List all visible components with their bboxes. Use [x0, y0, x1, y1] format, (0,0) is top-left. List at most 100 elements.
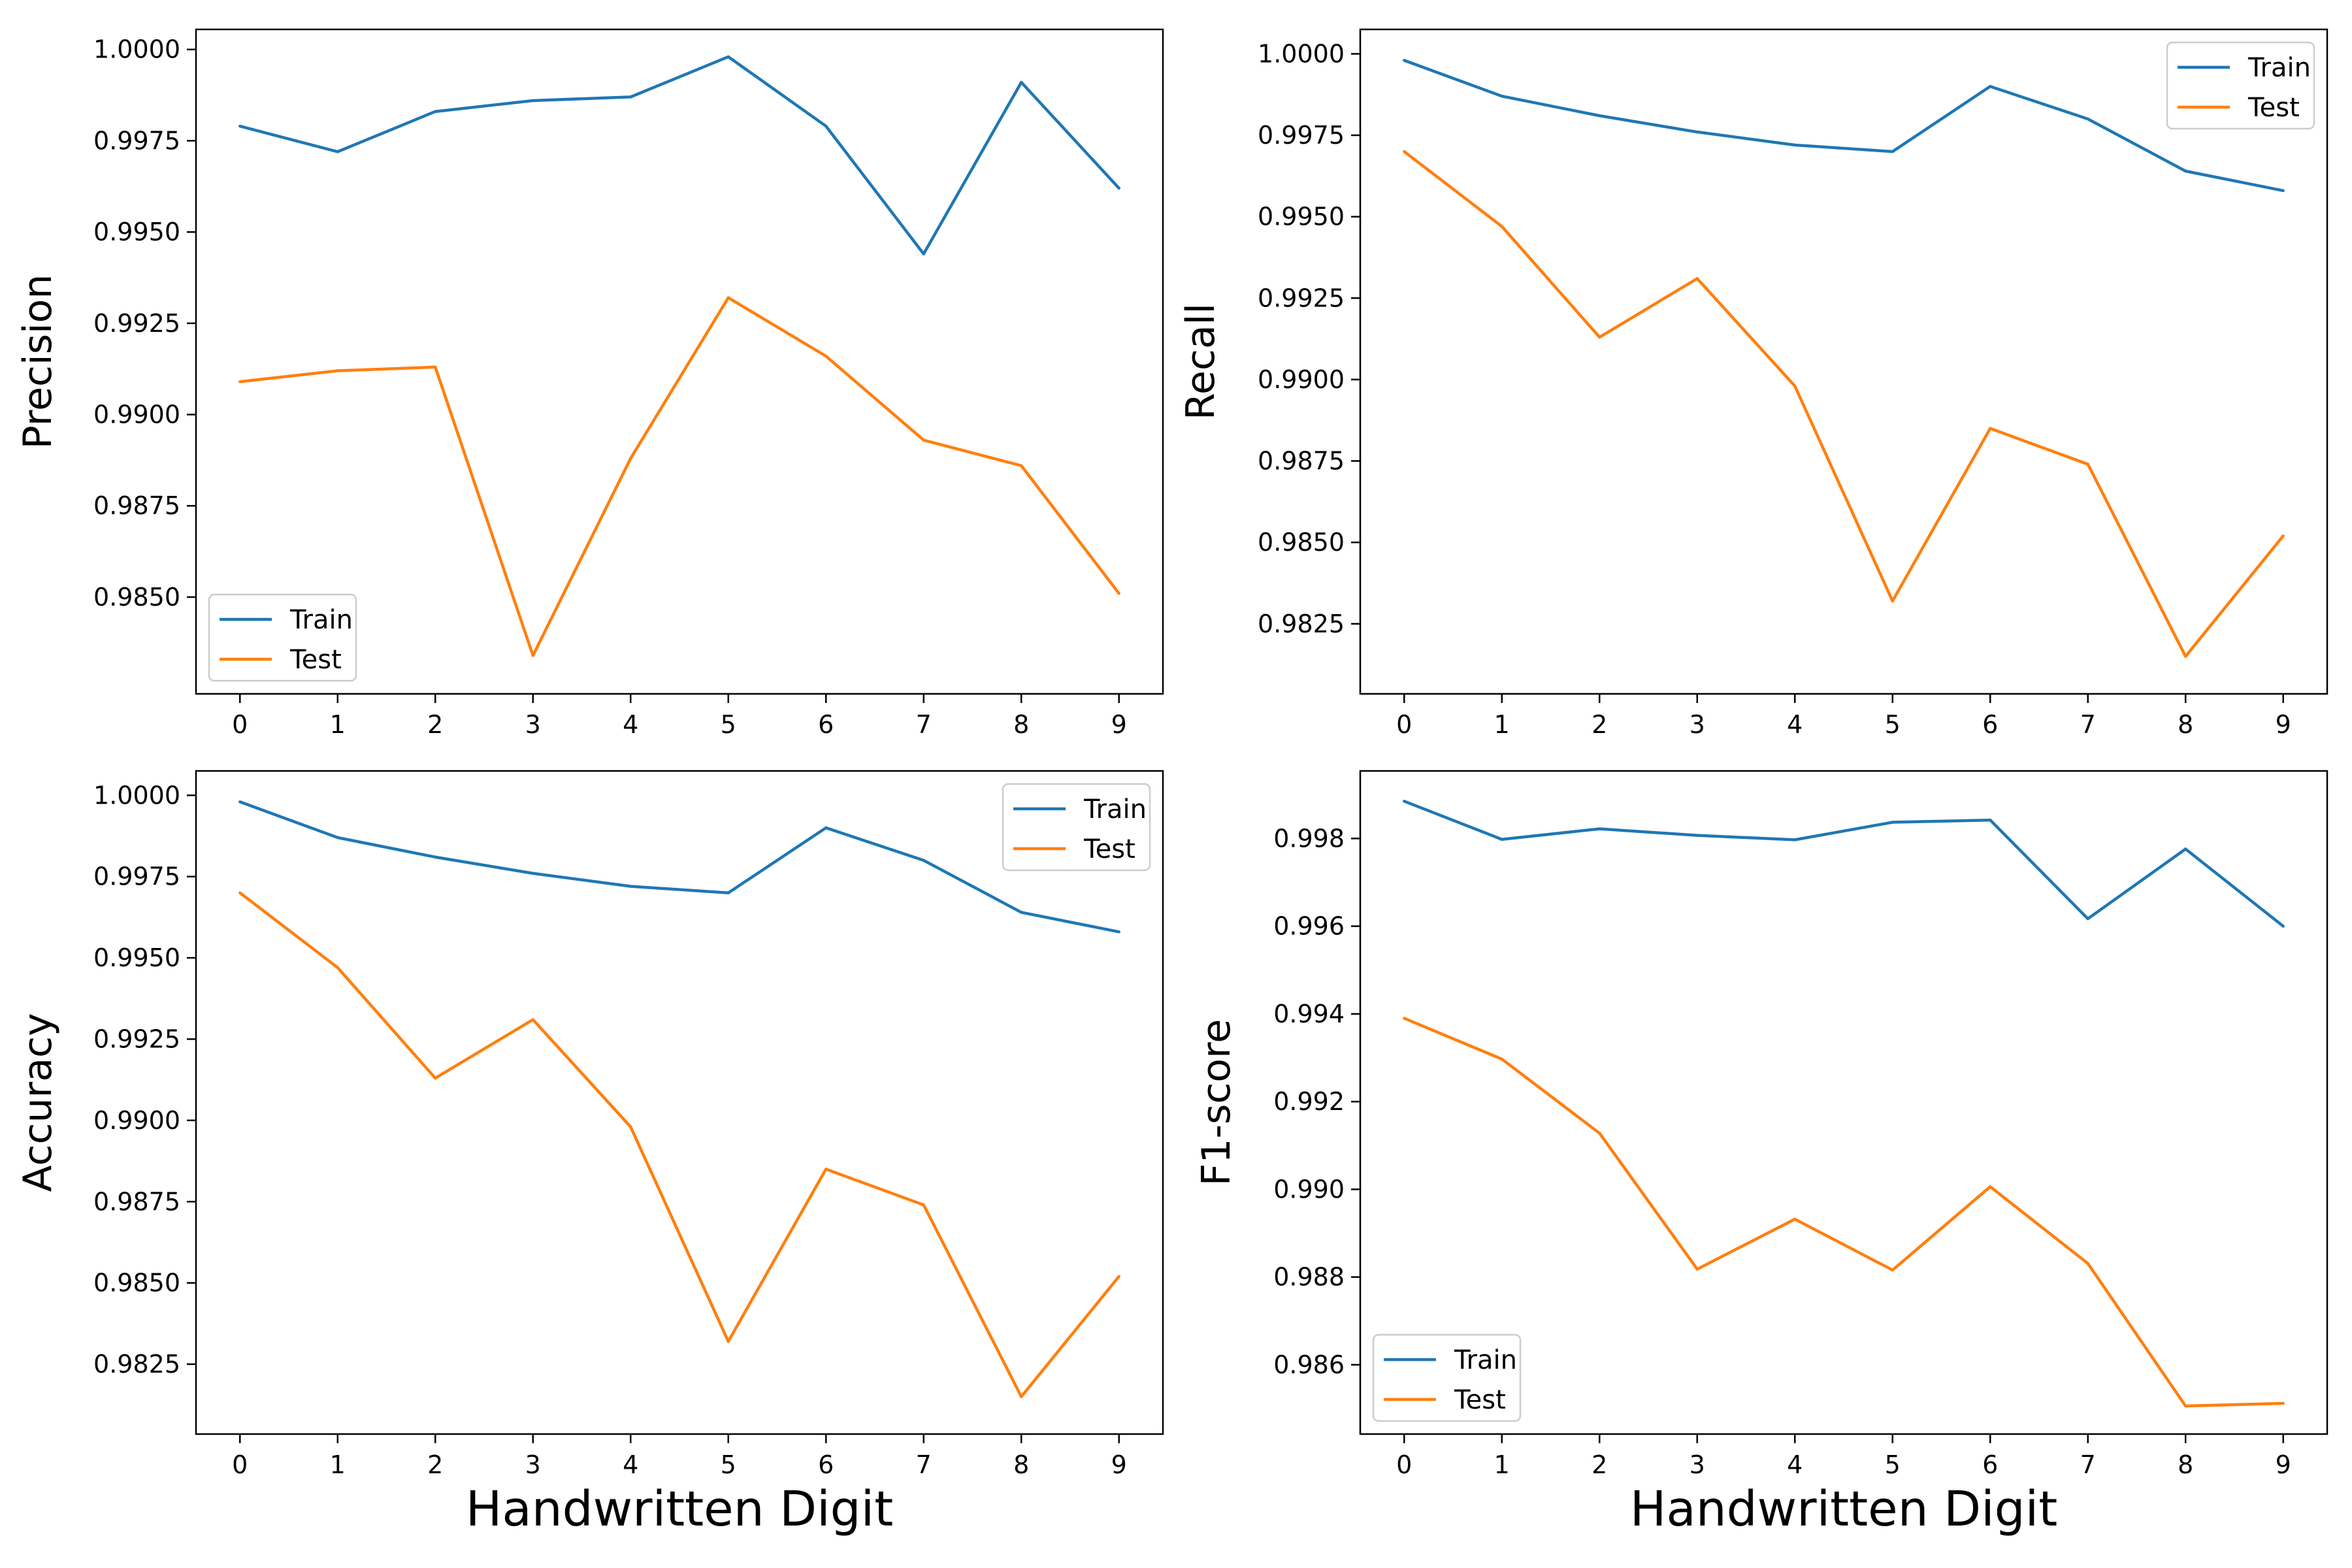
- precision-ytick-label: 0.9975: [93, 126, 180, 155]
- accuracy-test-point: [238, 891, 242, 894]
- recall-ytick-label: 0.9875: [1258, 447, 1345, 476]
- recall-test-point: [2281, 534, 2285, 538]
- precision-train-point: [629, 95, 632, 99]
- f1-score-xtick-label: 6: [1982, 1450, 1998, 1479]
- recall-xtick-label: 3: [1690, 710, 1705, 739]
- f1-score-subplot: 0 1 2 3 4 5 6 7 8 9 0.986 0.988 0.990 0.992 0.994 0.996…: [1194, 770, 2328, 1537]
- accuracy-xtick-label: 6: [818, 1450, 834, 1479]
- precision-axes-frame: [195, 28, 1164, 695]
- recall-xtick-label: 5: [1885, 710, 1901, 739]
- precision-test-point: [1117, 592, 1120, 595]
- accuracy-test-point: [629, 1125, 632, 1129]
- recall-xtick-label: 0: [1396, 710, 1412, 739]
- accuracy-legend-test-label: Test: [1083, 834, 1135, 864]
- precision-train-point: [336, 150, 339, 154]
- recall-ytick-label: 1.0000: [1258, 39, 1345, 68]
- accuracy-axes-frame: [195, 770, 1164, 1435]
- precision-test-point: [727, 296, 730, 299]
- precision-test-point: [922, 438, 925, 442]
- recall-ytick-label: 0.9850: [1258, 528, 1345, 557]
- recall-test-line: [1403, 150, 2285, 658]
- f1-score-test-point: [2184, 1404, 2187, 1408]
- f1-score-test-point: [1500, 1057, 1503, 1061]
- f1-score-test-point: [2281, 1401, 2285, 1405]
- precision-train-point: [434, 110, 437, 113]
- recall-train-point: [1989, 85, 1992, 88]
- recall-legend-test-label: Test: [2247, 93, 2300, 123]
- recall-train-point: [2086, 117, 2089, 121]
- accuracy-xtick-label: 1: [330, 1450, 346, 1479]
- accuracy-xlabel: Handwritten Digit: [466, 1481, 893, 1537]
- f1-score-test-point: [1891, 1268, 1894, 1272]
- precision-test-line: [240, 296, 1120, 657]
- accuracy-legend: Train Test: [1002, 783, 1151, 872]
- accuracy-train-point: [727, 891, 730, 894]
- f1-score-ytick-label: 0.998: [1273, 824, 1345, 853]
- f1-score-test-point: [1793, 1217, 1797, 1221]
- f1-score-train-line: [1403, 800, 2285, 928]
- precision-ytick-label: 1.0000: [93, 35, 180, 64]
- f1-score-legend-train-label: Train: [1454, 1345, 1517, 1375]
- accuracy-ytick-label: 0.9925: [93, 1024, 180, 1053]
- recall-train-point: [1891, 150, 1894, 154]
- accuracy-ytick-label: 0.9975: [93, 862, 180, 891]
- accuracy-test-point: [1020, 1395, 1023, 1398]
- f1-score-ytick-label: 0.994: [1273, 1000, 1345, 1028]
- precision-xtick-label: 9: [1111, 710, 1127, 739]
- f1-score-train-point: [2281, 924, 2285, 928]
- f1-score-ylabel: F1-score: [1194, 1019, 1239, 1186]
- precision-xtick-label: 3: [525, 710, 541, 739]
- accuracy-xtick-label: 9: [1111, 1450, 1127, 1479]
- precision-ylabel: Precision: [15, 274, 61, 449]
- f1-score-ytick-label: 0.996: [1273, 912, 1345, 941]
- precision-train-point: [1020, 80, 1023, 84]
- precision-train-point: [922, 252, 925, 255]
- accuracy-train-line: [239, 800, 1120, 934]
- accuracy-train-point: [1117, 930, 1120, 934]
- recall-test-point: [2086, 463, 2089, 466]
- precision-xtick-label: 2: [427, 710, 443, 739]
- f1-score-train-point: [1500, 838, 1503, 841]
- recall-train-point: [1500, 94, 1503, 98]
- recall-train-line: [1403, 59, 2284, 192]
- accuracy-test-point: [825, 1168, 828, 1171]
- accuracy-legend-train-label: Train: [1083, 794, 1147, 825]
- accuracy-xtick-label: 7: [916, 1450, 932, 1479]
- f1-score-xtick-label: 8: [2178, 1450, 2193, 1479]
- recall-test-point: [1989, 427, 1992, 430]
- accuracy-ytick-label: 0.9950: [93, 943, 180, 972]
- f1-score-train-point: [1989, 818, 1992, 822]
- precision-train-point: [238, 124, 242, 128]
- precision-xtick-label: 1: [330, 710, 346, 739]
- accuracy-xtick-label: 0: [232, 1450, 248, 1479]
- accuracy-test-point: [336, 966, 339, 970]
- precision-train-point: [531, 99, 534, 103]
- f1-score-train-point: [2184, 847, 2187, 851]
- accuracy-train-point: [1020, 911, 1023, 914]
- recall-test-point: [1500, 225, 1503, 228]
- f1-score-legend: Train Test: [1372, 1333, 1522, 1422]
- f1-score-ytick-label: 0.990: [1273, 1175, 1345, 1203]
- recall-test-point: [2184, 655, 2187, 658]
- f1-score-xtick-label: 9: [2276, 1450, 2291, 1479]
- recall-axes-frame: [1359, 28, 2328, 695]
- recall-test-point: [1793, 384, 1797, 388]
- precision-legend: Train Test: [208, 593, 357, 682]
- f1-score-legend-test-label: Test: [1454, 1385, 1506, 1415]
- accuracy-train-point: [336, 836, 339, 840]
- accuracy-xtick-label: 2: [427, 1450, 443, 1479]
- f1-score-test-point: [2086, 1262, 2089, 1266]
- accuracy-train-point: [531, 872, 534, 875]
- precision-test-point: [1020, 464, 1023, 467]
- recall-legend: Train Test: [2166, 41, 2315, 130]
- recall-xtick-label: 8: [2178, 710, 2193, 739]
- accuracy-train-point: [434, 855, 437, 859]
- accuracy-test-point: [1117, 1275, 1120, 1278]
- f1-score-xtick-label: 2: [1592, 1450, 1607, 1479]
- precision-ytick-label: 0.9950: [93, 218, 180, 246]
- f1-score-train-point: [1793, 838, 1797, 841]
- f1-score-xtick-label: 3: [1690, 1450, 1705, 1479]
- recall-train-point: [1598, 114, 1601, 118]
- f1-score-test-point: [1403, 1017, 1406, 1020]
- precision-ytick-label: 0.9900: [93, 400, 180, 429]
